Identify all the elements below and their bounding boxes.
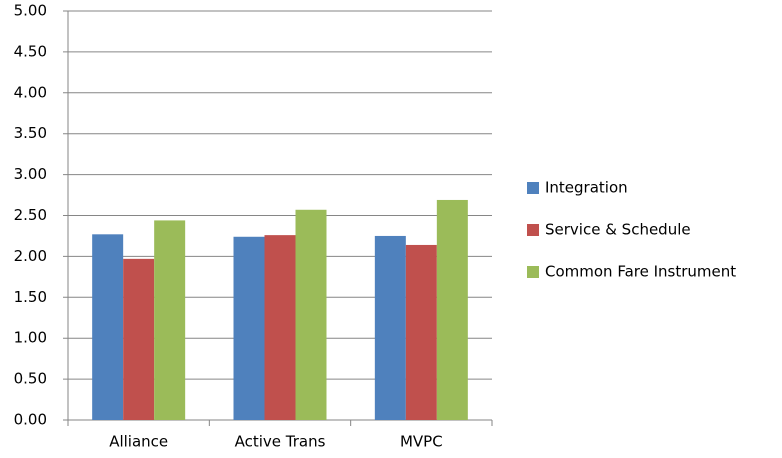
x-tick-label: Active Trans bbox=[235, 433, 326, 451]
x-tick-label: Alliance bbox=[109, 433, 168, 451]
bar bbox=[405, 244, 437, 420]
y-tick-label: 3.00 bbox=[14, 165, 47, 183]
legend-swatch bbox=[527, 224, 539, 236]
y-tick-label: 0.00 bbox=[14, 411, 47, 429]
bar bbox=[233, 236, 265, 420]
y-tick-label: 4.00 bbox=[14, 83, 47, 101]
y-tick-label: 3.50 bbox=[14, 124, 47, 142]
y-tick-label: 4.50 bbox=[14, 42, 47, 60]
bar bbox=[295, 209, 327, 420]
y-tick-label: 2.00 bbox=[14, 247, 47, 265]
legend-label: Service & Schedule bbox=[545, 221, 691, 239]
x-tick-label: MVPC bbox=[400, 433, 443, 451]
bar bbox=[374, 235, 406, 420]
bar bbox=[123, 258, 155, 420]
bar bbox=[154, 220, 186, 420]
y-tick-label: 1.00 bbox=[14, 329, 47, 347]
y-tick-label: 2.50 bbox=[14, 206, 47, 224]
y-tick-label: 5.00 bbox=[14, 2, 47, 20]
y-tick-label: 0.50 bbox=[14, 370, 47, 388]
y-tick-label: 1.50 bbox=[14, 288, 47, 306]
bar bbox=[92, 234, 124, 420]
legend-swatch bbox=[527, 266, 539, 278]
bar bbox=[264, 235, 296, 420]
bar bbox=[436, 199, 468, 420]
legend-label: Common Fare Instrument bbox=[545, 263, 736, 281]
legend-swatch bbox=[527, 182, 539, 194]
legend-label: Integration bbox=[545, 179, 628, 197]
